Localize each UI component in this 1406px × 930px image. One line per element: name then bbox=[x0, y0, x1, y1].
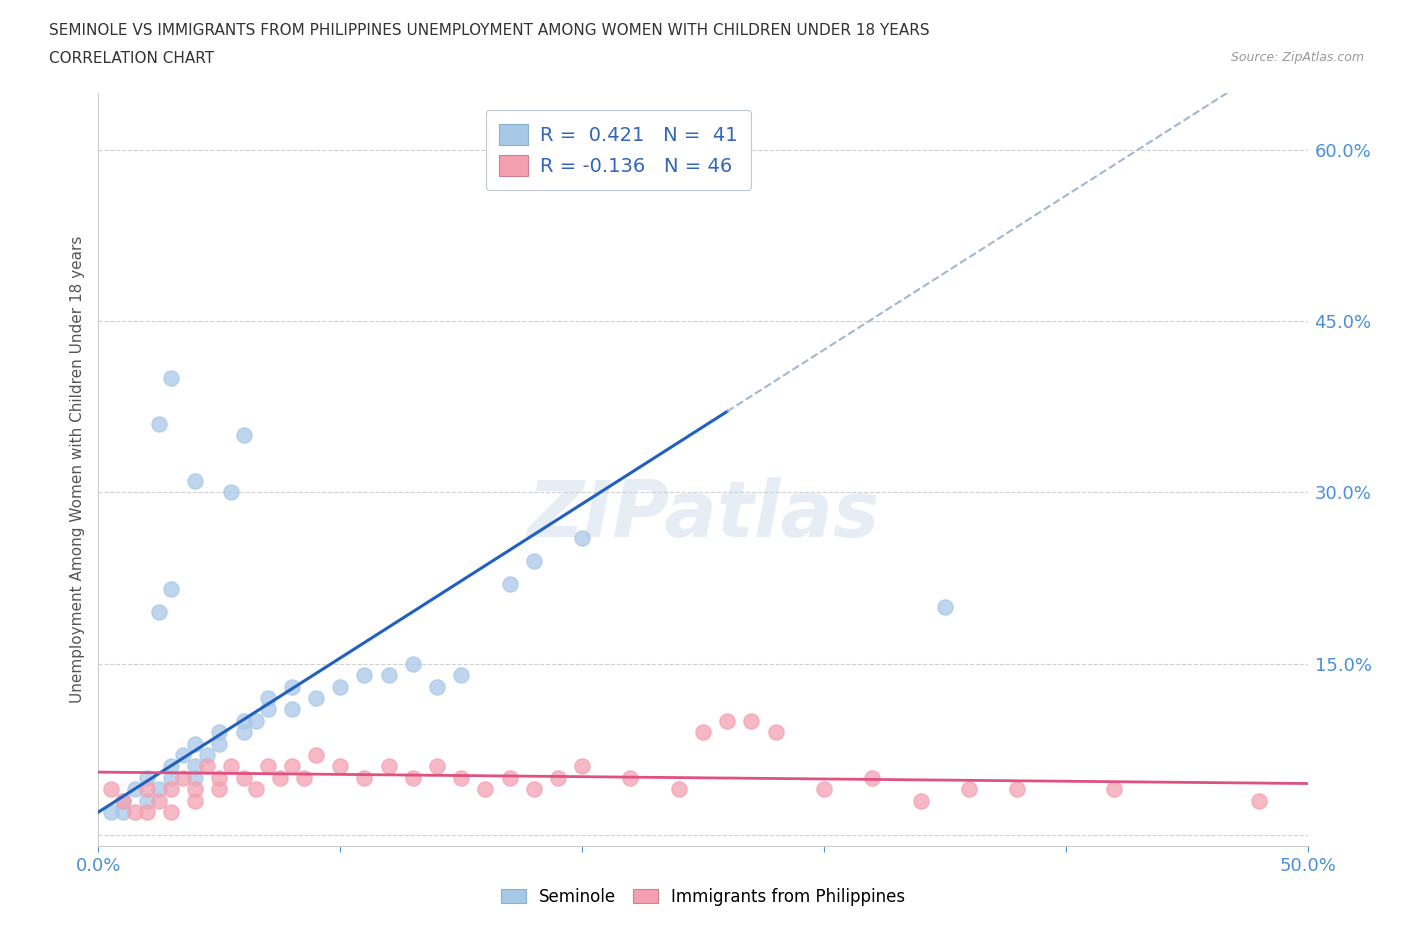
Point bbox=[571, 531, 593, 546]
Point bbox=[402, 770, 425, 785]
Point bbox=[184, 782, 207, 797]
Point bbox=[148, 604, 170, 619]
Point bbox=[305, 748, 328, 763]
Point bbox=[135, 793, 157, 808]
Point bbox=[160, 582, 183, 597]
Point bbox=[256, 690, 278, 705]
Point bbox=[135, 804, 157, 819]
Point bbox=[184, 793, 207, 808]
Point bbox=[269, 770, 291, 785]
Point bbox=[450, 770, 472, 785]
Point bbox=[148, 782, 170, 797]
Point bbox=[765, 724, 787, 739]
Text: ZIPatlas: ZIPatlas bbox=[527, 477, 879, 552]
Point bbox=[184, 759, 207, 774]
Point bbox=[934, 599, 956, 614]
Point bbox=[208, 782, 231, 797]
Point bbox=[668, 782, 690, 797]
Point bbox=[232, 770, 254, 785]
Point bbox=[281, 702, 304, 717]
Point bbox=[450, 668, 472, 683]
Text: CORRELATION CHART: CORRELATION CHART bbox=[49, 51, 214, 66]
Point bbox=[160, 804, 183, 819]
Point bbox=[426, 759, 449, 774]
Point bbox=[426, 679, 449, 694]
Point bbox=[740, 713, 762, 728]
Point bbox=[172, 770, 194, 785]
Point bbox=[232, 724, 254, 739]
Point bbox=[305, 690, 328, 705]
Point bbox=[208, 737, 231, 751]
Point bbox=[281, 759, 304, 774]
Point bbox=[221, 485, 243, 500]
Point bbox=[910, 793, 932, 808]
Point bbox=[474, 782, 496, 797]
Point bbox=[245, 782, 267, 797]
Point bbox=[148, 793, 170, 808]
Point bbox=[208, 770, 231, 785]
Point bbox=[523, 553, 546, 568]
Text: Source: ZipAtlas.com: Source: ZipAtlas.com bbox=[1230, 51, 1364, 64]
Point bbox=[232, 428, 254, 443]
Point bbox=[160, 782, 183, 797]
Point bbox=[245, 713, 267, 728]
Point bbox=[281, 679, 304, 694]
Point bbox=[256, 759, 278, 774]
Point bbox=[195, 759, 218, 774]
Point bbox=[100, 804, 122, 819]
Legend: R =  0.421   N =  41, R = -0.136   N = 46: R = 0.421 N = 41, R = -0.136 N = 46 bbox=[485, 111, 751, 190]
Legend: Seminole, Immigrants from Philippines: Seminole, Immigrants from Philippines bbox=[494, 881, 912, 912]
Point bbox=[498, 770, 520, 785]
Point bbox=[135, 770, 157, 785]
Point bbox=[498, 577, 520, 591]
Point bbox=[232, 713, 254, 728]
Point bbox=[124, 804, 146, 819]
Point bbox=[160, 759, 183, 774]
Y-axis label: Unemployment Among Women with Children Under 18 years: Unemployment Among Women with Children U… bbox=[69, 236, 84, 703]
Text: SEMINOLE VS IMMIGRANTS FROM PHILIPPINES UNEMPLOYMENT AMONG WOMEN WITH CHILDREN U: SEMINOLE VS IMMIGRANTS FROM PHILIPPINES … bbox=[49, 23, 929, 38]
Point bbox=[292, 770, 315, 785]
Point bbox=[377, 668, 399, 683]
Point bbox=[402, 657, 425, 671]
Point bbox=[160, 371, 183, 386]
Point bbox=[195, 748, 218, 763]
Point bbox=[957, 782, 980, 797]
Point bbox=[135, 782, 157, 797]
Point bbox=[329, 679, 352, 694]
Point bbox=[523, 782, 546, 797]
Point bbox=[353, 770, 375, 785]
Point bbox=[1249, 793, 1271, 808]
Point bbox=[1007, 782, 1029, 797]
Point bbox=[716, 713, 738, 728]
Point bbox=[124, 782, 146, 797]
Point bbox=[256, 702, 278, 717]
Point bbox=[329, 759, 352, 774]
Point bbox=[377, 759, 399, 774]
Point bbox=[184, 737, 207, 751]
Point bbox=[100, 782, 122, 797]
Point bbox=[148, 417, 170, 432]
Point bbox=[111, 804, 134, 819]
Point bbox=[160, 770, 183, 785]
Point bbox=[571, 759, 593, 774]
Point bbox=[111, 793, 134, 808]
Point bbox=[547, 770, 569, 785]
Point bbox=[111, 793, 134, 808]
Point bbox=[208, 724, 231, 739]
Point bbox=[184, 770, 207, 785]
Point bbox=[692, 724, 714, 739]
Point bbox=[353, 668, 375, 683]
Point bbox=[1102, 782, 1125, 797]
Point bbox=[860, 770, 883, 785]
Point bbox=[172, 748, 194, 763]
Point bbox=[184, 473, 207, 488]
Point bbox=[619, 770, 641, 785]
Point bbox=[813, 782, 835, 797]
Point bbox=[221, 759, 243, 774]
